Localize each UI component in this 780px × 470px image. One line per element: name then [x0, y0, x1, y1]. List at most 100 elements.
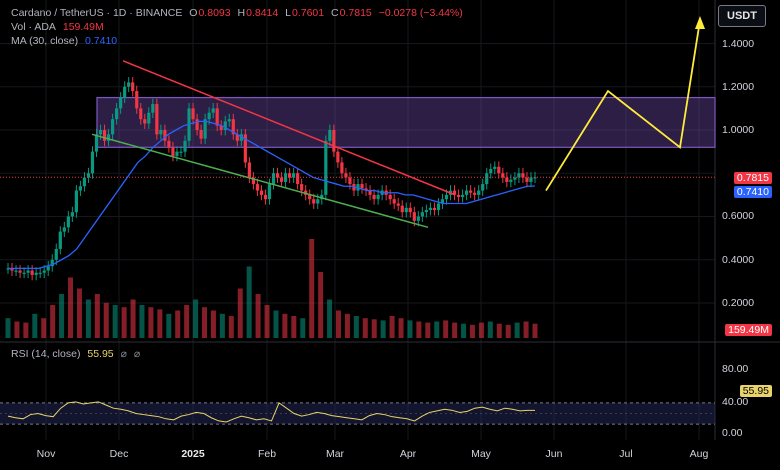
candle-body — [135, 91, 139, 109]
candle-body — [159, 130, 163, 135]
candle-body — [78, 186, 83, 191]
time-tick: Feb — [257, 448, 277, 460]
volume-bar — [193, 299, 199, 338]
candle-body — [58, 231, 62, 249]
candle-body — [50, 259, 54, 267]
volume-bar — [148, 307, 154, 338]
volume-bar — [416, 321, 422, 338]
volume-bar — [5, 318, 11, 338]
candle-body — [151, 104, 155, 113]
volume-bar — [291, 316, 297, 338]
volume-bar — [425, 322, 431, 338]
volume-bar — [41, 318, 47, 338]
ma-legend: MA (30, close) 0.7410 — [11, 35, 121, 48]
high-value: 0.8414 — [246, 7, 279, 19]
candle-body — [183, 140, 187, 152]
volume-bar — [184, 305, 190, 338]
volume-bar — [362, 318, 368, 338]
candle-body — [465, 190, 469, 195]
time-tick: 2025 — [181, 448, 205, 460]
candle-body — [396, 203, 400, 206]
projection-path — [545, 20, 701, 192]
rsi-label: RSI (14, close) — [11, 348, 81, 360]
candle-body — [102, 130, 107, 141]
candle-body — [368, 190, 372, 195]
rsi-legend: RSI (14, close) 55.95 ⌀ ⌀ — [11, 348, 144, 361]
rsi-tick: 0.00 — [722, 427, 743, 439]
volume-bar — [344, 313, 350, 338]
volume-bar — [59, 294, 65, 338]
currency-button[interactable]: USDT — [718, 5, 766, 27]
candle-body — [255, 184, 260, 191]
open-label: O — [189, 7, 198, 19]
candle-body — [509, 179, 513, 182]
candle-body — [42, 270, 46, 273]
candle-body — [477, 190, 481, 195]
volume-bar — [112, 305, 118, 338]
candle-body — [412, 212, 416, 221]
volume-bar — [523, 321, 529, 338]
ma-label: MA (30, close) — [11, 35, 79, 47]
time-tick: Mar — [325, 448, 345, 460]
volume-bar — [273, 310, 279, 338]
close-label: C — [331, 7, 339, 19]
candle-body — [296, 173, 300, 185]
candle-body — [155, 104, 159, 135]
candle-body — [404, 207, 408, 213]
ma-value: 0.7410 — [85, 35, 118, 47]
candle-body — [517, 173, 521, 178]
volume-bar — [514, 322, 520, 338]
candle-body — [131, 82, 135, 92]
volume-bar — [228, 316, 234, 338]
candle-body — [485, 173, 489, 185]
candle-body — [481, 184, 485, 191]
rsi-band — [0, 402, 715, 425]
hidden-icon[interactable]: ⌀ — [120, 348, 127, 360]
candle-body — [263, 194, 268, 200]
hidden-icon[interactable]: ⌀ — [133, 348, 141, 360]
candle-body — [424, 210, 428, 213]
volume-bar — [264, 305, 270, 338]
volume-bar — [14, 321, 20, 338]
candle-body — [90, 151, 95, 174]
volume-bar — [139, 305, 145, 338]
volume-bar — [318, 272, 324, 338]
candle-body — [460, 194, 465, 198]
candle-body — [469, 190, 473, 193]
candle-body — [203, 119, 207, 139]
candle-body — [316, 199, 320, 204]
time-tick: Nov — [36, 448, 56, 460]
candle-body — [388, 194, 392, 200]
candle-body — [308, 194, 312, 200]
candle-body — [143, 119, 147, 124]
candle-body — [231, 119, 235, 135]
candle-body — [123, 86, 127, 98]
time-tick: Jun — [545, 448, 563, 460]
candle-body — [110, 119, 115, 135]
volume-bar — [469, 324, 475, 338]
candle-body — [74, 190, 78, 213]
candle-body — [82, 177, 87, 187]
volume-bar — [478, 322, 484, 338]
volume-bar — [103, 302, 109, 338]
candle-body — [292, 173, 296, 178]
rsi-price-label: 55.95 — [739, 385, 772, 397]
volume-bar — [85, 299, 91, 338]
candle-body — [452, 190, 457, 195]
volume-bar — [68, 277, 74, 338]
candle-body — [179, 151, 183, 153]
candle-body — [259, 190, 264, 195]
candle-body — [513, 177, 517, 180]
rsi-tick: 80.00 — [722, 363, 749, 375]
candle-body — [167, 140, 171, 148]
candle-body — [235, 134, 239, 141]
volume-bar — [166, 313, 172, 338]
candle-body — [279, 177, 284, 182]
price-tick: 1.4000 — [722, 38, 755, 50]
rsi-line — [7, 401, 536, 423]
candle-body — [54, 248, 58, 260]
volume-bar — [398, 318, 404, 338]
volume-legend: Vol · ADA 159.49M — [11, 21, 108, 34]
